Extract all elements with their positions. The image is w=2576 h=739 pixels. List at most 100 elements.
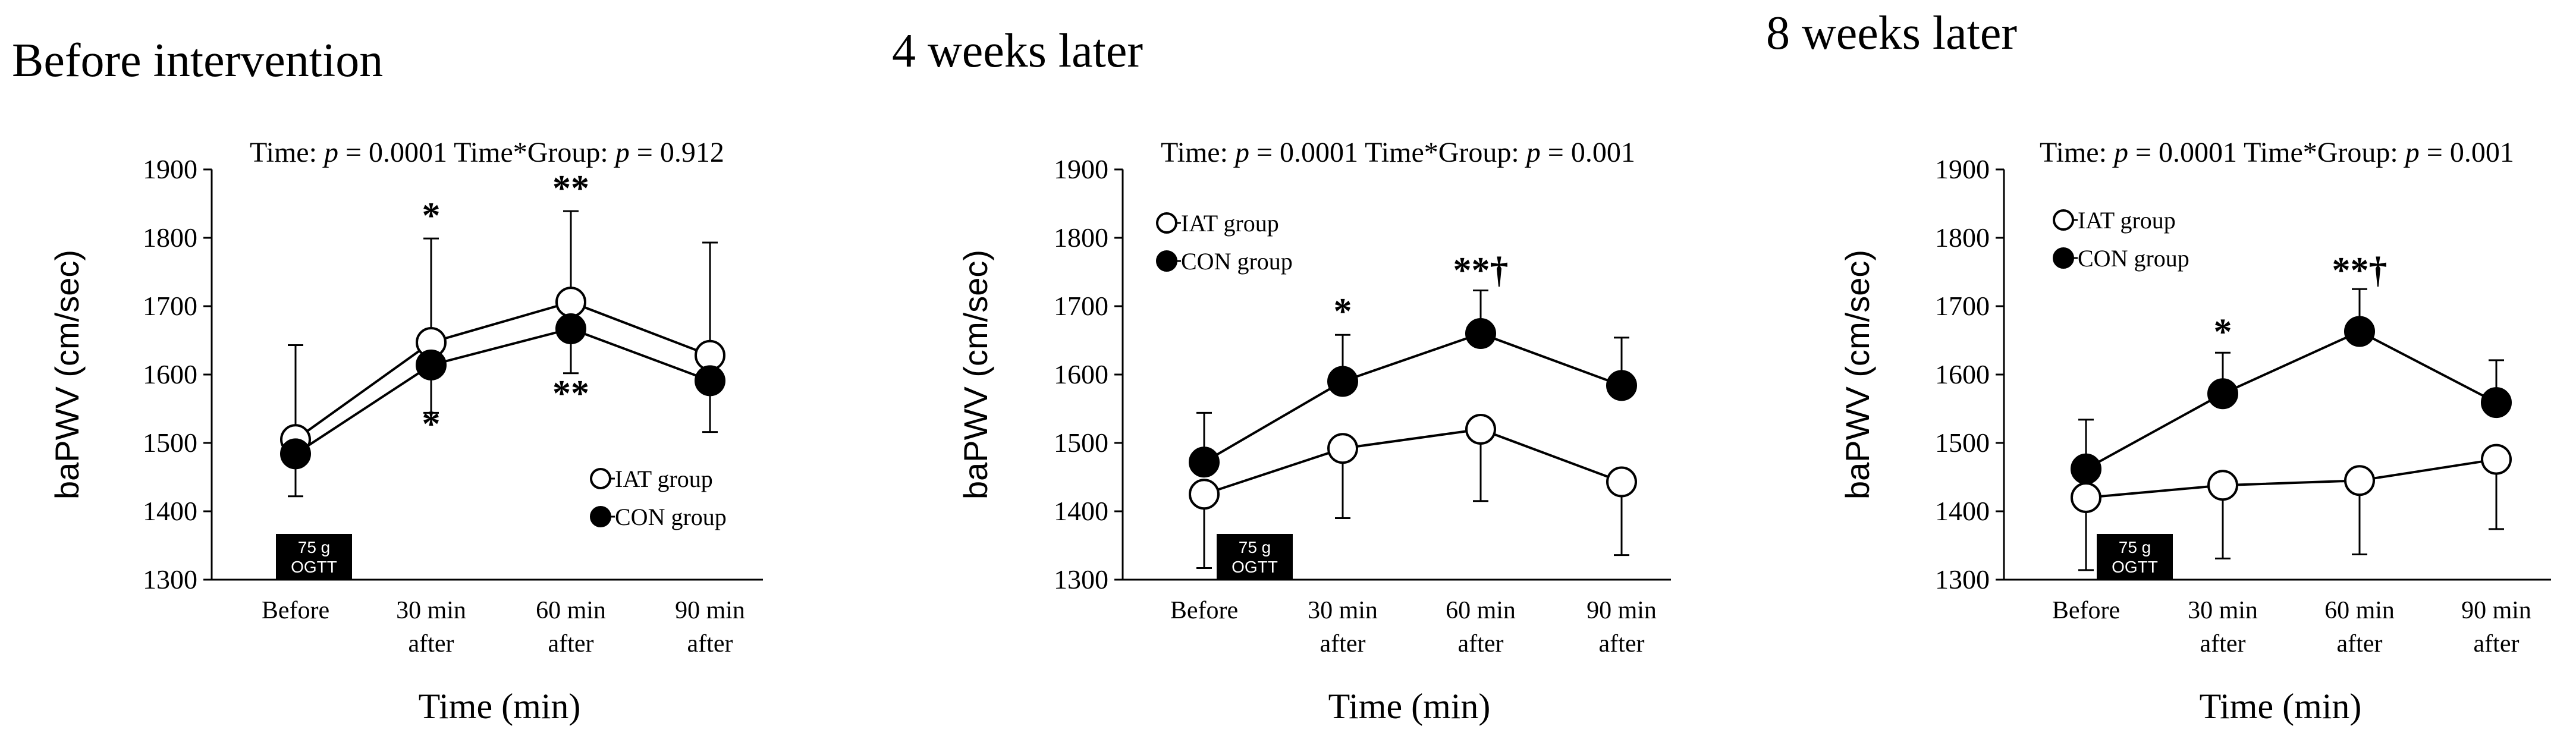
y-tick-label: 1400: [1935, 496, 1990, 526]
data-point-con-group: [695, 365, 725, 397]
y-tick-label: 1800: [143, 222, 197, 253]
x-tick-label: after: [2474, 630, 2520, 658]
x-tick-label: 60 min: [536, 597, 606, 624]
legend-item-con-group: CON group: [590, 504, 727, 530]
significance-mark: *: [422, 404, 441, 445]
y-axis-label: baPWV (cm/sec): [48, 250, 86, 499]
ogtt-marker: 75 g OGTT: [1217, 534, 1293, 580]
stats-part-0: Time:: [250, 137, 324, 168]
significance-mark: *: [422, 196, 441, 236]
legend-item-iat-group: IAT group: [2053, 207, 2176, 234]
y-tick-label: 1900: [1054, 154, 1108, 184]
data-point-con-group: [1189, 446, 1220, 478]
significance-mark: **†: [2332, 250, 2387, 291]
x-tick-label: after: [2337, 630, 2383, 658]
y-tick-label: 1300: [1935, 564, 1990, 595]
data-point-con-group: [1465, 318, 1496, 349]
legend-label: CON group: [2078, 245, 2189, 272]
x-tick-label: 90 min: [1587, 597, 1657, 624]
y-tick-label: 1400: [143, 496, 197, 526]
x-tick-label: after: [1320, 630, 1366, 658]
y-tick-label: 1700: [143, 291, 197, 321]
ogtt-label-line: 75 g: [298, 538, 331, 556]
ogtt-marker: 75 g OGTT: [2097, 534, 2173, 580]
stats-part-2: = 0.0001: [2128, 137, 2244, 168]
stats-part-0: Time:: [2040, 137, 2114, 168]
legend-label: IAT group: [2078, 207, 2176, 234]
panel-title: 8 weeks later: [1766, 7, 2017, 59]
panel-before-intervention: Before intervention Time: p = 0.0001 Time…: [12, 34, 763, 726]
x-tick-label: 90 min: [675, 597, 745, 624]
data-point-con-group: [1606, 370, 1637, 401]
legend-label: CON group: [615, 504, 727, 530]
ogtt-marker: 75 g OGTT: [276, 534, 352, 580]
x-tick-label: after: [409, 630, 454, 658]
y-axis-label: baPWV (cm/sec): [1839, 250, 1876, 499]
stats-part-4: p: [614, 137, 630, 168]
data-point-iat-group: [2071, 482, 2101, 513]
data-point-con-group: [2344, 316, 2375, 347]
x-tick-label: after: [687, 630, 733, 658]
x-tick-label: 60 min: [2324, 597, 2395, 624]
significance-mark: **: [552, 168, 589, 209]
stats-part-1: p: [1233, 137, 1249, 168]
y-tick-label: 1300: [143, 564, 197, 595]
x-tick-label: 30 min: [2188, 597, 2258, 624]
series-line-iat-group: [294, 300, 711, 441]
y-tick-label: 1900: [1935, 154, 1990, 184]
data-point-iat-group: [2344, 465, 2375, 496]
y-tick-label: 1800: [1935, 222, 1990, 253]
data-point-con-group: [280, 438, 311, 470]
significance-mark: *: [1334, 291, 1352, 332]
panel-title: Before intervention: [12, 34, 383, 87]
x-axis-label: Time (min): [1328, 687, 1491, 726]
stats-part-5: = 0.001: [1541, 137, 1635, 168]
y-tick-label: 1500: [1935, 427, 1990, 458]
panel-title: 4 weeks later: [892, 25, 1143, 77]
stats-part-5: = 0.001: [2420, 137, 2514, 168]
data-point-con-group: [2071, 453, 2101, 485]
x-axis-label: Time (min): [419, 687, 581, 726]
data-point-con-group: [555, 313, 586, 344]
stats-part-3: Time*Group:: [1365, 137, 1526, 168]
legend-label: CON group: [1181, 248, 1293, 275]
legend-marker: [2053, 247, 2074, 269]
data-point-iat-group: [1327, 433, 1358, 464]
series-line-con-group: [2085, 330, 2497, 470]
legend-item-con-group: CON group: [2053, 245, 2189, 272]
stats-part-1: p: [2112, 137, 2128, 168]
y-tick-label: 1800: [1054, 222, 1108, 253]
stats-text: Time: p = 0.0001 Time*Group: p = 0.001: [1161, 137, 1635, 168]
legend-marker: [2053, 209, 2074, 231]
legend-marker: [590, 506, 611, 527]
stats-text: Time: p = 0.0001 Time*Group: p = 0.912: [250, 137, 724, 168]
y-tick-label: 1700: [1054, 291, 1108, 321]
y-tick-label: 1600: [1054, 359, 1108, 389]
data-point-iat-group: [2481, 444, 2512, 475]
stats-part-3: Time*Group:: [454, 137, 615, 168]
ogtt-label-line: 75 g: [2119, 538, 2151, 556]
data-point-con-group: [2481, 387, 2512, 419]
panel-4-weeks-later: 4 weeks later Time: p = 0.0001 Time*Group…: [892, 25, 1671, 726]
y-tick-label: 1900: [143, 154, 197, 184]
data-point-iat-group: [2207, 470, 2238, 501]
x-tick-label: after: [1458, 630, 1504, 658]
ogtt-box: [1217, 534, 1293, 580]
data-point-iat-group: [555, 287, 586, 318]
series-line-iat-group: [2085, 458, 2497, 499]
data-point-con-group: [416, 349, 447, 380]
x-tick-label: 30 min: [1308, 597, 1378, 624]
legend-item-iat-group: IAT group: [590, 466, 713, 492]
y-tick-label: 1600: [1935, 359, 1990, 389]
series-line-con-group: [294, 327, 711, 455]
x-tick-label: Before: [262, 597, 329, 624]
y-tick-label: 1300: [1054, 564, 1108, 595]
ogtt-label-line: OGTT: [291, 558, 337, 576]
x-tick-label: after: [2200, 630, 2246, 658]
legend-item-con-group: CON group: [1156, 248, 1293, 275]
stats-part-3: Time*Group:: [2244, 137, 2405, 168]
x-tick-label: after: [548, 630, 594, 658]
data-point-con-group: [2207, 378, 2238, 410]
x-tick-label: 30 min: [396, 597, 466, 624]
